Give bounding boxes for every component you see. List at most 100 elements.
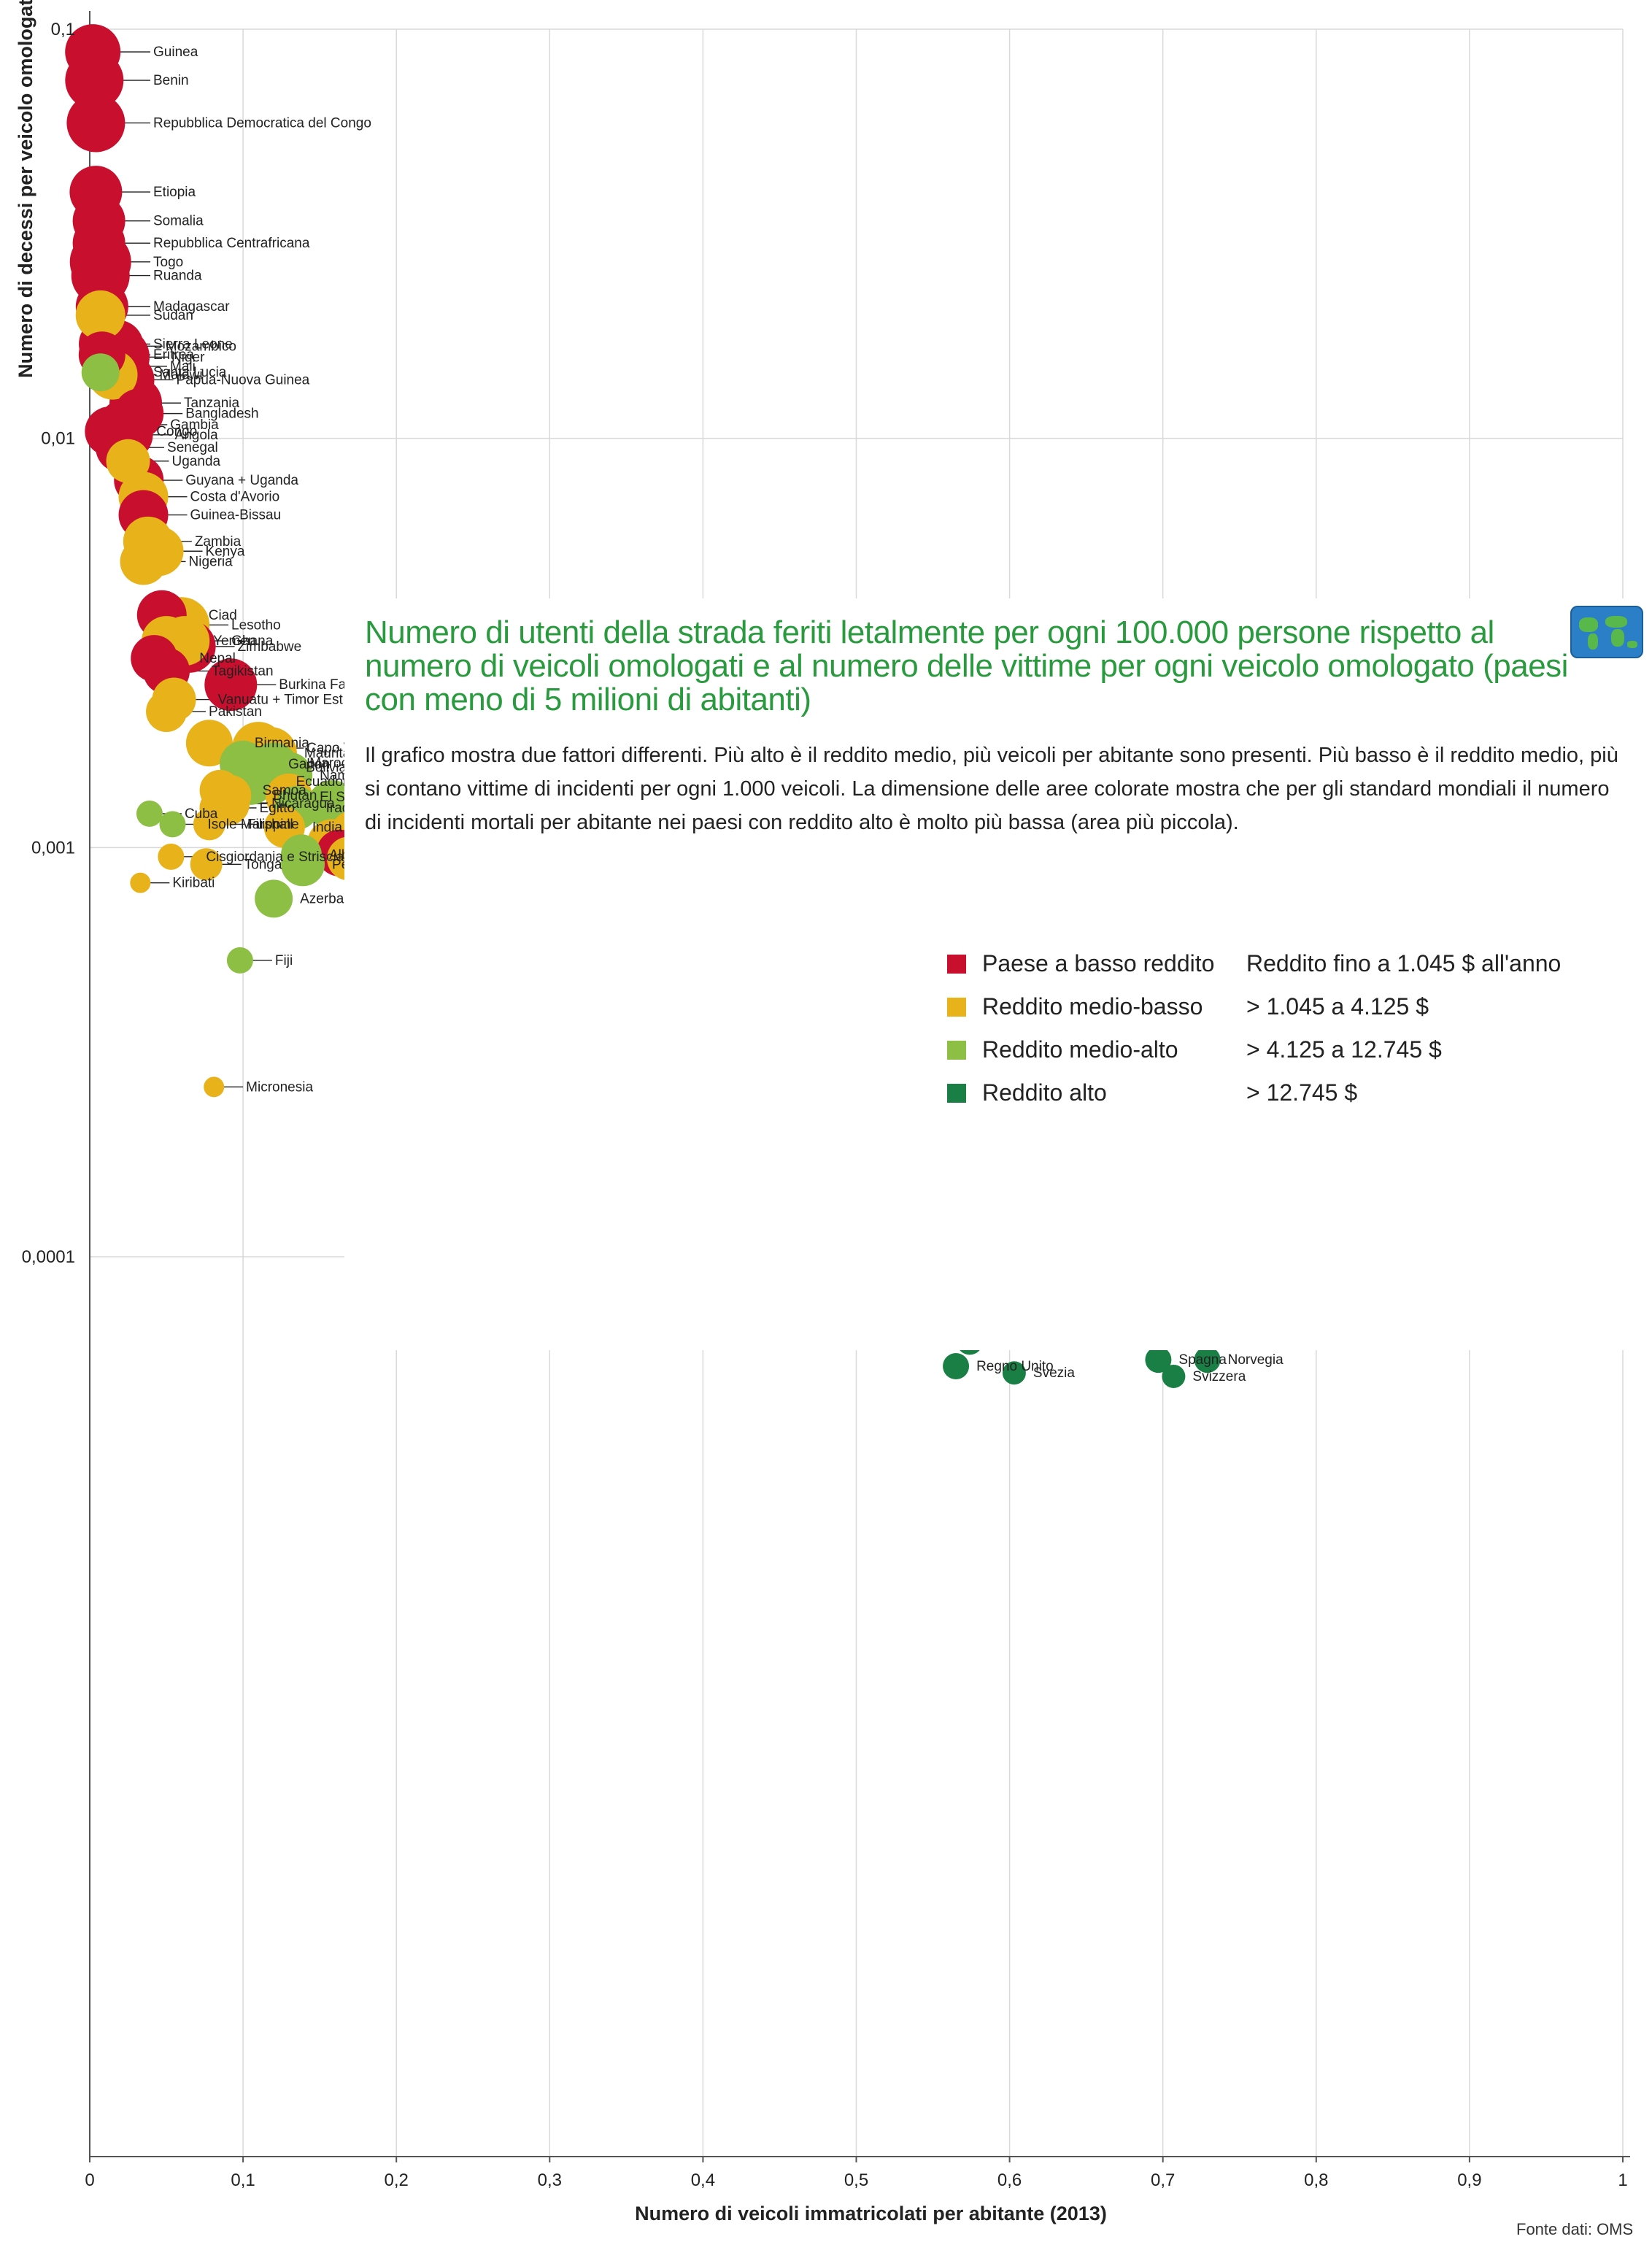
point-label: Guinea	[153, 45, 198, 60]
point-label: Uganda	[172, 454, 221, 469]
y-tick-label: 0,01	[41, 429, 75, 449]
point-label: India	[312, 820, 343, 836]
point-label: Svezia	[1033, 1365, 1075, 1381]
point-label: Egitto	[259, 801, 295, 816]
legend-label: Reddito medio-alto	[982, 1036, 1178, 1063]
bubble-point[interactable]	[193, 808, 225, 841]
legend-label: Reddito medio-basso	[982, 993, 1203, 1020]
point-label: Mali	[170, 359, 196, 374]
point-label: Bhutan	[273, 788, 317, 804]
bubble-point[interactable]	[1145, 1346, 1172, 1373]
legend-swatch	[947, 1084, 966, 1103]
x-tick-label: 0,4	[691, 2170, 715, 2190]
point-label: Papua-Nuova Guinea	[177, 372, 310, 388]
point-label: Filippine	[247, 817, 299, 832]
bubble-point[interactable]	[65, 24, 121, 80]
point-label: Regno Unito	[976, 1359, 1054, 1374]
legend-range: > 12.745 $	[1246, 1079, 1358, 1106]
x-tick-label: 1	[1618, 2170, 1627, 2190]
x-tick-label: 0,8	[1304, 2170, 1328, 2190]
point-label: Tagikistan	[212, 663, 274, 679]
point-label: Vanuatu + Timor Est	[218, 693, 344, 708]
y-tick-label: 0,1	[51, 20, 75, 39]
legend-item: Reddito medio-alto > 4.125 a 12.745 $	[947, 1033, 1604, 1076]
point-label: Madagascar	[153, 299, 230, 315]
legend-range: > 1.045 a 4.125 $	[1246, 993, 1429, 1020]
legend-swatch	[947, 955, 966, 974]
bubble-point[interactable]	[106, 439, 150, 483]
point-label: Repubblica Centrafricana	[153, 236, 310, 251]
x-tick-label: 0	[85, 2170, 94, 2190]
chart-subtitle: Il grafico mostra due fattori differenti…	[365, 744, 1618, 834]
point-label: Sierra Leone	[153, 336, 233, 352]
point-label: Samoa	[263, 783, 307, 798]
x-tick-label: 0,1	[231, 2170, 255, 2190]
point-label: Etiopia	[153, 185, 196, 200]
bubble-point[interactable]	[66, 93, 126, 153]
bubble-point[interactable]	[204, 658, 258, 712]
y-tick-label: 0,001	[31, 838, 75, 858]
point-label: Yemen	[213, 633, 255, 649]
x-tick-label: 0,6	[997, 2170, 1022, 2190]
point-label: Togo	[153, 255, 183, 270]
point-label: Ghana	[231, 633, 273, 649]
bubble-point[interactable]	[158, 843, 185, 870]
legend-range: > 4.125 a 12.745 $	[1246, 1036, 1442, 1063]
x-tick-label: 0,3	[538, 2170, 562, 2190]
bubble-point[interactable]	[255, 879, 293, 918]
point-label: Micronesia	[246, 1079, 313, 1095]
point-label: Nicaragua	[271, 796, 335, 812]
bubble-point[interactable]	[159, 811, 186, 838]
bubble-point[interactable]	[226, 947, 253, 974]
bubble-point[interactable]	[185, 720, 233, 767]
point-label: Svizzera	[1192, 1369, 1246, 1384]
point-label: Zambia	[195, 534, 242, 550]
bubble-point[interactable]	[81, 353, 120, 392]
point-label: Norvegia	[1228, 1352, 1284, 1368]
x-tick-label: 0,7	[1151, 2170, 1175, 2190]
legend-item: Paese a basso reddito Reddito fino a 1.04…	[947, 947, 1604, 990]
point-label: Kiribati	[172, 876, 215, 891]
point-label: Fiji	[275, 953, 293, 968]
bubble-point[interactable]	[943, 1353, 970, 1380]
point-label: Lesotho	[231, 617, 281, 633]
point-label: Repubblica Democratica del Congo	[153, 115, 371, 131]
point-label: Benin	[153, 73, 189, 88]
legend: Paese a basso reddito Reddito fino a 1.04…	[947, 947, 1604, 1120]
x-axis-title: Numero di veicoli immatricolati per abit…	[635, 2203, 1107, 2224]
bubble-point[interactable]	[280, 834, 322, 876]
point-label: Isole Marshall	[207, 817, 293, 832]
point-label: Bolivia	[306, 760, 347, 775]
x-tick-label: 0,5	[844, 2170, 868, 2190]
point-label: Senegal	[167, 440, 218, 455]
point-label: Bangladesh	[185, 407, 258, 422]
x-tick-label: 0,2	[385, 2170, 409, 2190]
bubble-point[interactable]	[146, 690, 188, 732]
point-label: Guinea-Bissau	[190, 508, 282, 523]
bubble-point[interactable]	[1002, 1361, 1026, 1385]
point-label: Zimbabwe	[238, 639, 302, 655]
bubble-point[interactable]	[1162, 1364, 1186, 1388]
bubble-point[interactable]	[190, 848, 223, 881]
info-panel: Numero di utenti della strada feriti let…	[344, 598, 1652, 1350]
point-label: Somalia	[153, 214, 204, 229]
point-label: Tonga	[244, 857, 282, 872]
point-label: Santa Lucia	[153, 365, 227, 380]
bubble-point[interactable]	[120, 538, 167, 585]
tick-labels: 0 0,1 0,2 0,3 0,4 0,5 0,6 0,7 0,8 0,9 1 0,1 0,01 0,00…	[22, 20, 1628, 2190]
bubble-point[interactable]	[1194, 1346, 1221, 1373]
point-label: Angola	[175, 428, 219, 443]
legend-item: Reddito medio-basso > 1.045 a 4.125 $	[947, 990, 1604, 1033]
point-label: Nigeria	[189, 554, 233, 569]
bubble-point[interactable]	[75, 290, 126, 340]
bubble-point[interactable]	[204, 1076, 225, 1098]
point-label: Iraq	[326, 801, 350, 816]
legend-item: Reddito alto > 12.745 $	[947, 1076, 1604, 1120]
legend-range: Reddito fino a 1.045 $ all'anno	[1246, 950, 1562, 976]
bubble-point[interactable]	[72, 217, 126, 270]
x-tick-label: 0,9	[1457, 2170, 1481, 2190]
bubble-point[interactable]	[136, 800, 163, 827]
bubble-point[interactable]	[130, 872, 151, 893]
point-label: Cuba	[185, 806, 218, 822]
legend-label: Paese a basso reddito	[982, 950, 1215, 976]
